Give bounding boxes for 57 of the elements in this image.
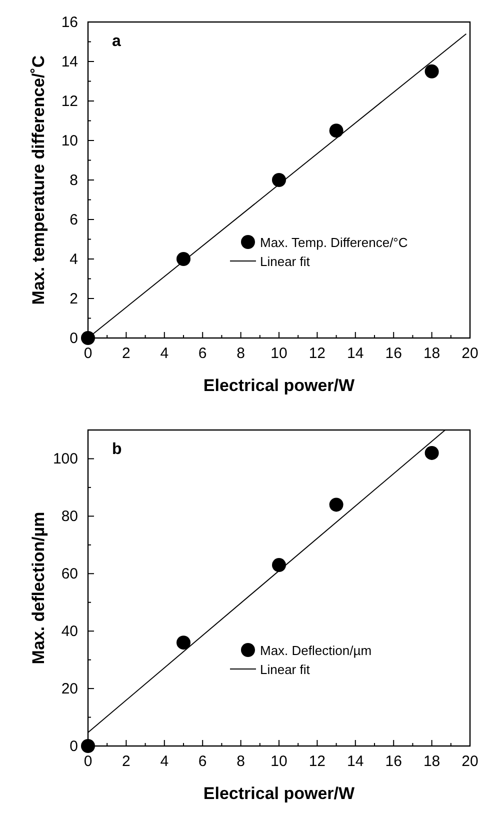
y-tick-label: 0 — [70, 330, 78, 347]
x-tick-label: 14 — [347, 753, 364, 770]
legend-label: Linear fit — [260, 254, 310, 269]
y-tick-label: 0 — [70, 738, 78, 755]
x-tick-label: 10 — [270, 753, 288, 770]
y-tick-label: 6 — [70, 212, 78, 228]
x-tick-label: 4 — [160, 753, 169, 770]
y-tick-label: 8 — [70, 172, 78, 189]
x-tick-label: 0 — [84, 345, 92, 362]
y-tick-label: 2 — [70, 290, 78, 308]
point — [329, 498, 344, 512]
point — [272, 173, 286, 187]
x-tick-label: 10 — [270, 345, 288, 362]
legend-label: Linear fit — [260, 662, 310, 677]
legend-label: Max. Temp. Difference/°C — [260, 235, 408, 250]
y-tick-label: 14 — [61, 54, 78, 70]
y-tick-label: 60 — [61, 566, 78, 583]
y-tick-label: 10 — [61, 132, 78, 150]
point — [176, 252, 190, 266]
x-tick-label: 16 — [385, 753, 402, 770]
x-tick-label: 6 — [198, 753, 207, 770]
x-tick-label: 18 — [423, 345, 440, 362]
x-tick-label: 8 — [236, 345, 245, 362]
x-tick-label: 4 — [160, 345, 169, 362]
x-tick-label: 20 — [462, 345, 478, 362]
x-tick-label: 0 — [84, 753, 92, 770]
x-tick-label: 12 — [308, 345, 326, 362]
y-tick-label: 16 — [61, 14, 78, 31]
x-tick-label: 12 — [308, 753, 326, 770]
x-tick-label: 2 — [122, 345, 130, 362]
x-tick-label: 14 — [347, 345, 364, 362]
x-axis-title: Electrical power/W — [203, 784, 356, 803]
x-tick-label: 18 — [423, 753, 440, 770]
legend-label: Max. Deflection/µm — [260, 643, 372, 658]
point — [424, 446, 439, 460]
annotation: b — [112, 441, 122, 458]
x-tick-label: 6 — [198, 345, 207, 362]
point — [329, 124, 344, 138]
y-axis-title: Max. deflection/µm — [29, 512, 48, 664]
x-axis-title: Electrical power/W — [203, 376, 356, 395]
point — [81, 331, 95, 345]
x-tick-label: 8 — [236, 753, 245, 770]
x-tick-label: 2 — [122, 753, 130, 770]
x-tick-label: 20 — [462, 753, 478, 770]
y-tick-label: 4 — [70, 251, 78, 268]
annotation: a — [112, 33, 121, 50]
x-tick-label: 16 — [385, 345, 402, 362]
y-tick-label: 80 — [61, 508, 78, 526]
y-tick-label: 40 — [61, 623, 78, 640]
point — [424, 64, 439, 78]
y-tick-label: 12 — [61, 93, 78, 110]
point — [81, 739, 95, 753]
y-axis-title: Max. temperature difference/˚C — [29, 55, 48, 305]
point — [272, 558, 286, 572]
y-tick-label: 20 — [61, 680, 78, 698]
y-tick-label: 100 — [52, 450, 78, 468]
point — [176, 636, 190, 650]
